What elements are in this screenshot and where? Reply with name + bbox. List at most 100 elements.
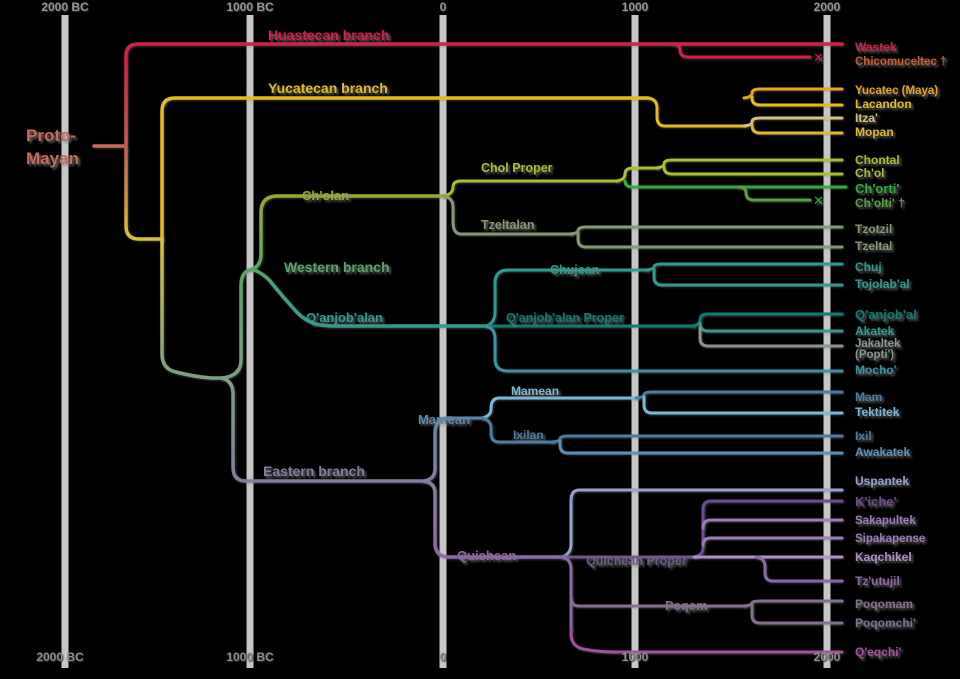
label-qeqchi: Q'eqchi' [855,645,902,659]
label-chol-proper: Chol Proper [481,161,553,175]
extinct-marker-cholti: ✕ [813,193,824,208]
line-poqomchi [750,603,844,625]
line-chontal-chol-conn [614,166,660,183]
extinct-marker-chicomuceltec: ✕ [813,50,824,65]
label-akatek: Akatek [855,324,895,338]
line-trunk-lower [160,237,226,380]
label-huastecan-branch: Huastecan branch [268,27,389,43]
line-trunk-upper [124,148,164,241]
label-tzeltalan: Tzeltalan [481,218,535,232]
timeline-bar-0 [439,15,447,668]
line-tzeltalan [442,194,574,236]
label-qanjobal: Q'anjob'al [855,307,917,322]
label-qanjobalan-proper: Q'anjob'alan Proper [506,311,624,325]
line-mamean-proper [480,396,640,420]
timeline-top-2000ad: 2000 [814,0,841,14]
label-tojolabal: Tojolab'al [855,277,910,291]
line-chorti [623,179,848,189]
timeline-labels: 2000 BC 1000 BC 0 1000 2000 2000 BC 1000… [36,0,840,664]
label-yucatecan-branch: Yucatecan branch [268,80,388,96]
line-tektitek [642,395,844,415]
timeline-bottom-1000bc: 1000 BC [226,650,274,664]
label-mamean-proper: Mamean [511,384,559,398]
line-poqom [569,596,748,608]
line-yucatec [742,87,844,100]
line-mam [634,390,844,400]
line-chujean [484,268,650,328]
line-kiche [692,499,844,559]
timeline-bars [61,15,831,668]
line-tzotzil [568,225,844,236]
label-yucatec: Yucatec (Maya) [855,85,938,97]
timeline-bar-2000bc [61,15,69,668]
label-ixil: Ixil [855,429,872,443]
timeline-bottom-2000bc: 2000 BC [36,650,84,664]
line-qanjobal [690,312,844,328]
label-chujean: Chujean [550,263,599,277]
label-sipakapense: Sipakapense [855,533,925,545]
label-jakaltek: Jakaltek [855,338,901,350]
line-cholan [250,194,448,271]
label-mamean: Mamean [418,412,470,427]
label-kiche: K'iche' [855,494,897,509]
line-cholti [736,185,812,202]
proto-mayan-line1: Proto- [26,126,76,145]
line-mopan [750,123,844,135]
line-quichean-spine [560,555,573,632]
line-akatek [698,321,844,333]
label-mocho: Mocho' [855,363,897,377]
label-poqomchi: Poqomchi' [855,616,916,630]
label-jakaltek-popti: (Popti') [855,349,894,361]
line-chontal [654,158,844,170]
label-mam: Mam [855,390,882,404]
label-chol: Ch'ol [855,166,885,180]
label-poqom: Poqom [665,599,707,613]
proto-mayan-label: Proto- Mayan [26,126,79,168]
line-yucatecan-lower-pair [646,96,748,128]
line-mamean-conn [422,416,454,483]
label-lacandon: Lacandon [855,97,912,111]
label-tzutujil: Tz'utujil [855,574,900,588]
line-chol [662,165,844,176]
line-huastecan-main [124,42,844,152]
line-mocho [484,324,844,373]
branch-labels: Huastecan branch Yucatecan branch Ch'ola… [263,27,707,613]
label-tektitek: Tektitek [855,405,900,419]
label-poqomam: Poqomam [855,597,913,611]
label-qanjobalan: Q'anjob'alan [306,310,383,325]
label-itza: Itza' [855,111,878,125]
language-labels: Wastek Chicomuceltec † Yucatec (Maya) La… [855,40,946,659]
timeline-top-1000ad: 1000 [622,0,649,14]
label-chontal: Chontal [855,153,900,167]
line-qanjobalan-conn [250,267,490,328]
label-chuj: Chuj [855,260,882,274]
line-yucatecan-main [160,96,650,242]
timeline-bottom-0: 0 [440,650,447,664]
label-sakapultek: Sakapultek [855,515,916,527]
label-quichean-proper: Quichean Proper [586,554,687,568]
line-chol-proper [442,179,620,198]
line-tzeltal [576,231,844,249]
label-cholti: Ch'olti' † [855,196,905,210]
timeline-bottom-1000ad: 1000 [622,650,649,664]
timeline-bar-1000bc [246,15,254,668]
timeline-top-0: 0 [440,0,447,14]
label-chicomuceltec: Chicomuceltec † [855,56,946,68]
line-ixilan [480,416,556,444]
line-ixil [550,434,844,444]
timeline-bottom-2000ad: 2000 [814,650,841,664]
tree-lines [92,42,848,654]
label-uspantek: Uspantek [855,474,909,488]
label-cholan: Ch'olan [302,188,349,203]
line-tojolabal [652,267,844,287]
label-kaqchikel: Kaqchikel [855,550,912,564]
timeline-top-1000bc: 1000 BC [226,0,274,14]
line-sipakapense [701,536,844,547]
label-awakatek: Awakatek [855,445,910,459]
label-chorti: Ch'orti' [855,181,899,196]
line-lacandon [750,95,844,107]
line-uspantek [560,488,844,559]
label-western-branch: Western branch [284,259,390,275]
line-eastern [220,376,428,483]
